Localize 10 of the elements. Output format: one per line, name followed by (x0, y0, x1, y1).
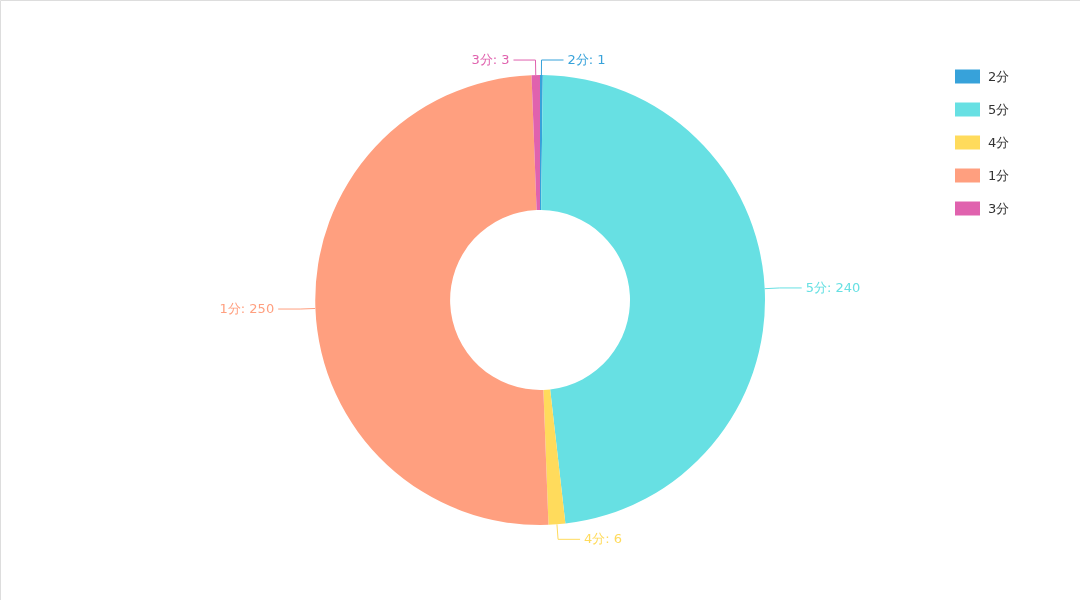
data-label: 2分: 1 (567, 52, 606, 67)
data-label: 3分: 3 (471, 52, 510, 68)
data-label: 1分: 250 (219, 301, 275, 317)
legend-label: 2分 (988, 68, 1010, 84)
data-label: 4分: 6 (584, 531, 623, 547)
legend-label: 4分 (988, 134, 1010, 150)
data-label: 5分: 240 (805, 279, 861, 295)
legend-label: 1分 (988, 167, 1010, 183)
legend-label: 5分 (988, 101, 1010, 117)
legend-label: 3分 (988, 200, 1010, 216)
